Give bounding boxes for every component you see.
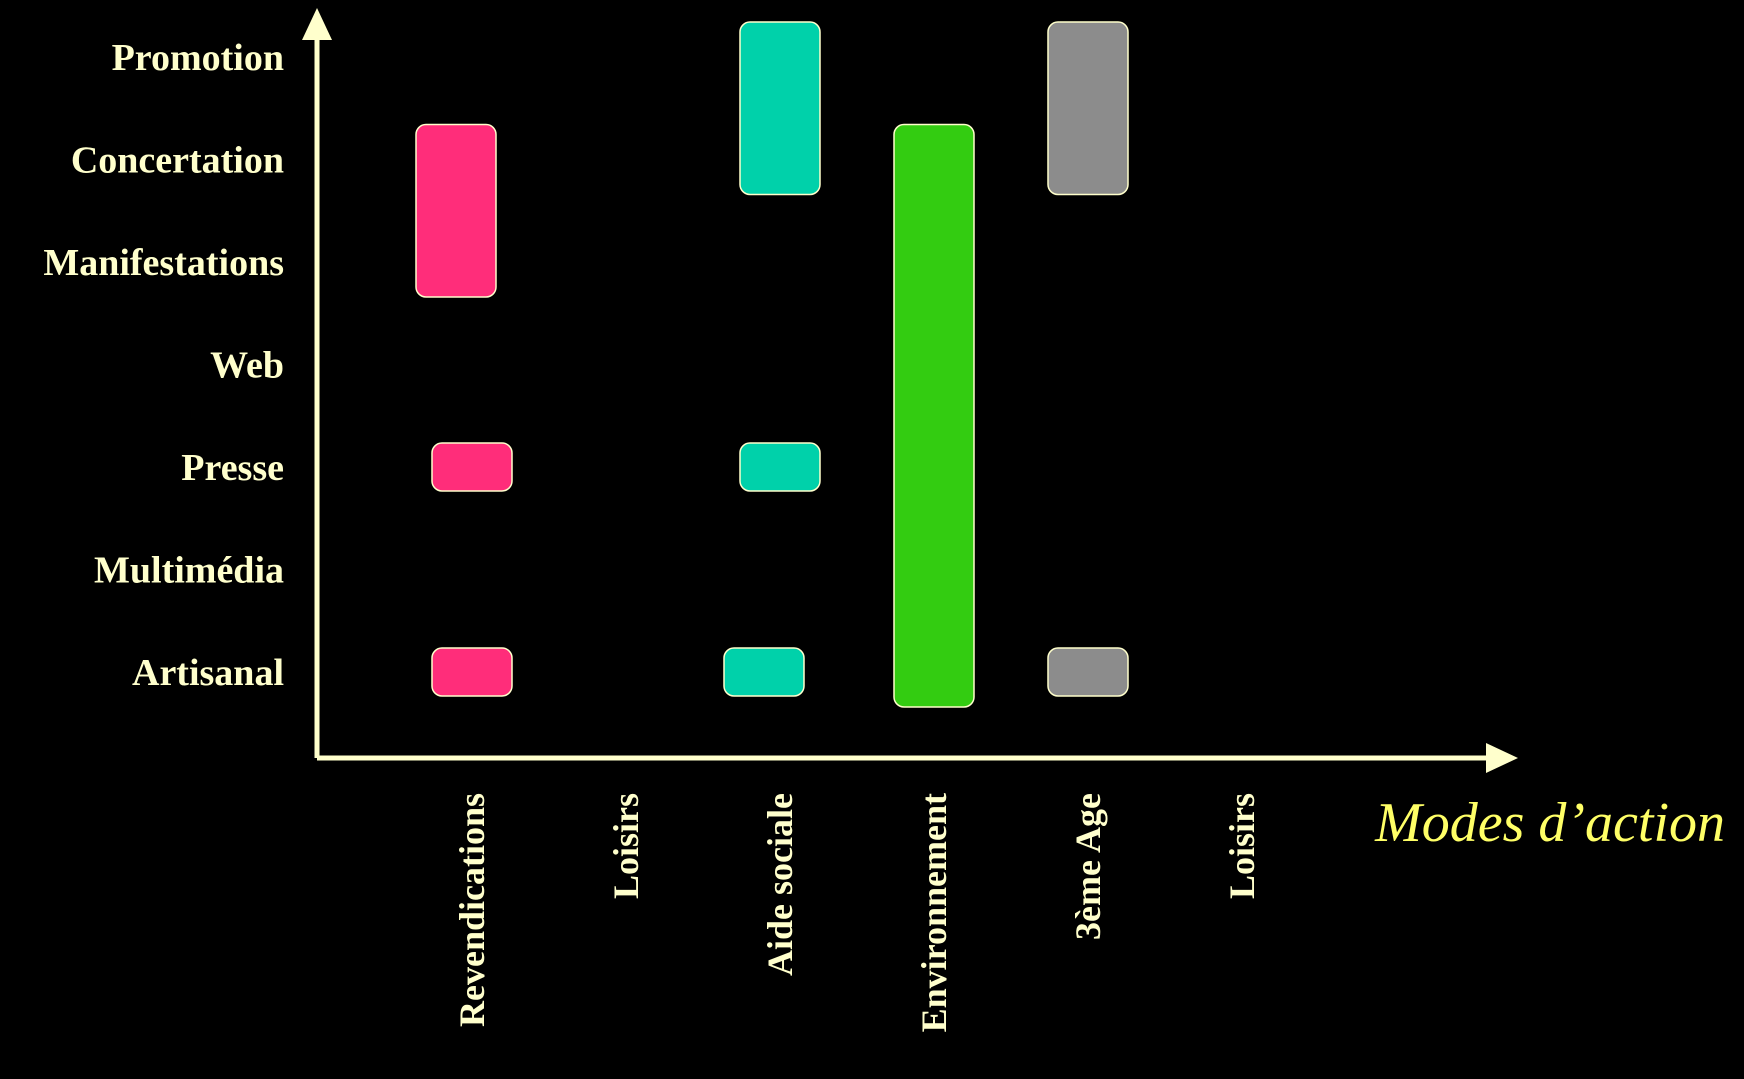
range-bars: [415, 21, 1129, 708]
range-bar-aide-sociale-concertation-4: [739, 21, 821, 196]
x-tick-label-3eme-age-5: 3ème Age: [1068, 793, 1108, 940]
range-bar-aide-sociale-artisanal-6: [723, 647, 805, 697]
y-tick-label-multimedia: Multimédia: [94, 550, 284, 592]
x-tick-label-aide-sociale-3: Aide sociale: [760, 793, 800, 976]
y-tick-label-artisanal: Artisanal: [132, 652, 284, 694]
axes: [302, 8, 1518, 773]
range-bar-aide-sociale-presse-5: [739, 442, 821, 492]
range-bar-revendications-presse-2: [431, 442, 513, 492]
x-axis-arrow: [1486, 743, 1518, 773]
x-tick-label-loisirs-2: Loisirs: [606, 793, 646, 899]
y-axis-arrow: [302, 8, 332, 40]
y-tick-label-concertation: Concertation: [71, 140, 284, 182]
range-bar-3eme-age-artisanal-9: [1047, 647, 1129, 697]
x-tick-label-environnement-4: Environnement: [914, 793, 954, 1032]
range-bar-3eme-age-concertation-8: [1047, 21, 1129, 196]
y-tick-label-web: Web: [210, 345, 284, 387]
y-axis-labels: Promotion Concertation Manifestations Web Pr…: [43, 37, 284, 694]
x-tick-label-revendications-1: Revendications: [452, 793, 492, 1027]
y-tick-label-promotion: Promotion: [112, 37, 284, 79]
y-tick-label-presse: Presse: [181, 447, 284, 489]
y-tick-label-manifestations: Manifestations: [43, 242, 284, 284]
range-bar-environnement-artisanal-7: [893, 123, 975, 708]
x-tick-label-loisirs-6: Loisirs: [1222, 793, 1262, 899]
range-bar-revendications-artisanal-3: [431, 647, 513, 697]
x-axis-labels: Revendications Loisirs Aide sociale Environ…: [452, 793, 1262, 1032]
x-axis-title: Modes d’action: [1374, 792, 1725, 854]
range-bar-revendications-manifestations-1: [415, 123, 497, 298]
